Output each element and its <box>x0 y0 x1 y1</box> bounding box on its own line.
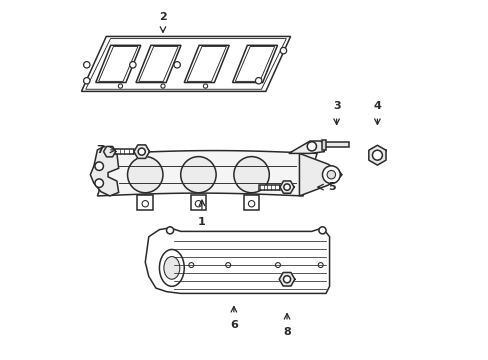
Polygon shape <box>299 153 341 196</box>
Polygon shape <box>97 150 317 196</box>
Circle shape <box>306 142 316 151</box>
Circle shape <box>138 148 145 155</box>
Ellipse shape <box>181 157 216 193</box>
Circle shape <box>83 77 90 84</box>
Ellipse shape <box>127 157 163 193</box>
Polygon shape <box>81 36 290 91</box>
Circle shape <box>166 227 173 234</box>
Circle shape <box>318 262 323 267</box>
Circle shape <box>283 276 290 283</box>
Bar <box>258 185 279 190</box>
Bar <box>244 194 259 210</box>
Bar <box>114 149 134 154</box>
Circle shape <box>161 84 165 88</box>
Polygon shape <box>279 181 293 193</box>
Circle shape <box>372 150 382 160</box>
Text: 6: 6 <box>229 320 237 330</box>
Circle shape <box>188 262 193 267</box>
Text: 4: 4 <box>373 101 381 111</box>
Circle shape <box>283 184 290 190</box>
Text: 5: 5 <box>327 182 335 192</box>
Ellipse shape <box>233 157 269 193</box>
Circle shape <box>280 48 286 54</box>
Text: 1: 1 <box>198 217 205 227</box>
Polygon shape <box>103 147 115 157</box>
Circle shape <box>203 84 207 88</box>
Polygon shape <box>368 145 385 165</box>
Circle shape <box>318 227 325 234</box>
Text: 3: 3 <box>332 101 340 111</box>
Circle shape <box>142 201 148 207</box>
Circle shape <box>95 179 103 188</box>
Bar <box>190 194 206 210</box>
Ellipse shape <box>159 249 184 286</box>
Circle shape <box>129 62 136 68</box>
Circle shape <box>326 170 335 179</box>
Bar <box>137 194 153 210</box>
Circle shape <box>248 201 254 207</box>
Circle shape <box>195 201 201 207</box>
Circle shape <box>118 84 122 88</box>
Circle shape <box>174 62 180 68</box>
Polygon shape <box>232 45 277 82</box>
Polygon shape <box>136 45 181 82</box>
Polygon shape <box>90 146 119 196</box>
Polygon shape <box>184 45 229 82</box>
Polygon shape <box>96 45 141 82</box>
Text: 7: 7 <box>97 145 104 155</box>
Bar <box>324 142 348 147</box>
Circle shape <box>255 77 262 84</box>
Circle shape <box>95 162 103 170</box>
Polygon shape <box>145 228 329 293</box>
Circle shape <box>225 262 230 267</box>
Circle shape <box>275 262 280 267</box>
Bar <box>322 140 325 149</box>
Text: 8: 8 <box>283 327 290 337</box>
Circle shape <box>322 166 340 184</box>
Circle shape <box>83 62 90 68</box>
Polygon shape <box>288 141 324 153</box>
Ellipse shape <box>163 257 180 279</box>
Polygon shape <box>134 145 149 158</box>
Polygon shape <box>279 273 294 286</box>
Text: 2: 2 <box>159 12 166 22</box>
